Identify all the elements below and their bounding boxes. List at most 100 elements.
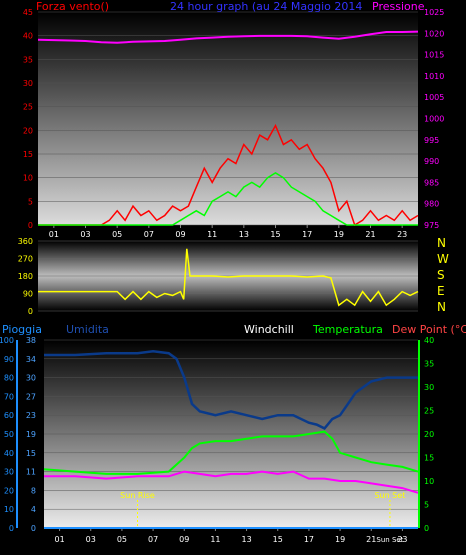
pressure-tick-label: 1010 <box>424 72 444 81</box>
temperature-label: Temperatura <box>312 323 383 336</box>
rain-axis-title: Pioggia <box>2 323 42 336</box>
x-tick-label: 11 <box>210 535 220 544</box>
pressure-tick-label: 975 <box>424 221 439 230</box>
rain-tick-label: 20 <box>4 486 14 495</box>
temperature-tick-label: 10 <box>424 477 434 486</box>
rain-tick-label: 70 <box>4 392 14 401</box>
sunset-label: Sun Set <box>374 491 405 500</box>
x-tick-label: 07 <box>148 535 158 544</box>
direction-tick-label: 180 <box>18 272 33 281</box>
pressure-axis-title: Pressione <box>372 0 425 13</box>
wind-force-tick-label: 0 <box>28 221 33 230</box>
x-tick-label: 09 <box>179 535 189 544</box>
top-panel-bg <box>38 12 418 225</box>
humidity-tick-label: 11 <box>26 468 36 477</box>
temperature-tick-label: 5 <box>424 501 429 510</box>
rain-tick-label: 40 <box>4 449 14 458</box>
humidity-tick-label: 4 <box>31 505 36 514</box>
pressure-tick-label: 1020 <box>424 29 444 38</box>
temperature-tick-label: 15 <box>424 454 434 463</box>
wind-force-tick-label: 15 <box>23 150 33 159</box>
humidity-line <box>44 350 418 430</box>
x-tick-label: 17 <box>302 230 312 239</box>
pressure-tick-label: 980 <box>424 200 439 209</box>
temperature-tick-label: 40 <box>424 336 434 345</box>
x-tick-label: 11 <box>207 230 217 239</box>
temperature-tick-label: 25 <box>424 407 434 416</box>
humidity-tick-label: 8 <box>31 486 36 495</box>
temperature-tick-label: 20 <box>424 430 434 439</box>
wind-force-tick-label: 10 <box>23 174 33 183</box>
compass-label: W <box>437 252 449 266</box>
direction-tick-label: 360 <box>18 237 33 246</box>
temperature-tick-label: 0 <box>424 524 429 533</box>
x-tick-label: 15 <box>273 535 283 544</box>
wind-force-tick-label: 35 <box>23 55 33 64</box>
humidity-axis-title: Umidita <box>66 323 109 336</box>
x-tick-label: 23 <box>397 230 407 239</box>
compass-label: S <box>437 268 445 282</box>
x-tick-label: 23 <box>397 535 407 544</box>
wind-force-tick-label: 30 <box>23 79 33 88</box>
windchill-label: Windchill <box>244 323 294 336</box>
rain-tick-label: 30 <box>4 468 14 477</box>
rain-tick-label: 0 <box>9 524 14 533</box>
temperature-tick-label: 35 <box>424 360 434 369</box>
chart-title: 24 hour graph (au 24 Maggio 2014 <box>170 0 362 13</box>
x-tick-label: 05 <box>112 230 122 239</box>
x-tick-label: 05 <box>117 535 127 544</box>
humidity-tick-label: 27 <box>26 392 36 401</box>
wind-force-axis-title: Forza vento() <box>36 0 109 13</box>
x-tick-label: 17 <box>304 535 314 544</box>
pressure-tick-label: 1000 <box>424 115 444 124</box>
humidity-tick-label: 34 <box>26 355 36 364</box>
pressure-tick-label: 1025 <box>424 8 444 17</box>
pressure-line <box>37 30 419 44</box>
humidity-tick-label: 38 <box>26 336 36 345</box>
temperature-line <box>43 430 419 475</box>
temperature-tick-label: 30 <box>424 383 434 392</box>
pressure-tick-label: 1015 <box>424 51 444 60</box>
rain-tick-label: 100 <box>0 336 14 345</box>
x-tick-label: 09 <box>175 230 185 239</box>
direction-tick-label: 0 <box>28 307 33 316</box>
rain-tick-label: 50 <box>4 430 14 439</box>
wind-force-tick-label: 5 <box>28 197 33 206</box>
rain-tick-label: 90 <box>4 355 14 364</box>
pressure-tick-label: 1005 <box>424 93 444 102</box>
x-tick-label: 19 <box>335 535 345 544</box>
direction-tick-label: 270 <box>18 255 33 264</box>
wind-direction-line <box>38 248 419 307</box>
x-tick-label: 15 <box>270 230 280 239</box>
wind-force-tick-label: 20 <box>23 126 33 135</box>
wind-force-tick-label: 45 <box>23 8 33 17</box>
rain-tick-label: 10 <box>4 505 14 514</box>
humidity-tick-label: 30 <box>26 374 36 383</box>
x-tick-label: 13 <box>241 535 251 544</box>
humidity-tick-label: 23 <box>26 411 36 420</box>
humidity-tick-label: 15 <box>26 449 36 458</box>
sunrise-label: Sun Rise <box>120 491 155 500</box>
wind-gust-line <box>38 123 419 227</box>
compass-label: N <box>437 236 446 250</box>
humidity-tick-label: 0 <box>31 524 36 533</box>
x-tick-label: 19 <box>334 230 344 239</box>
x-tick-label: 13 <box>239 230 249 239</box>
wind-force-tick-label: 25 <box>23 103 33 112</box>
rain-tick-label: 80 <box>4 374 14 383</box>
direction-tick-label: 90 <box>23 290 33 299</box>
compass-label: N <box>437 300 446 314</box>
x-tick-label: 21 <box>366 535 376 544</box>
dewpoint-label: Dew Point (°C) <box>392 323 466 336</box>
x-tick-label: 01 <box>49 230 59 239</box>
x-tick-label: 07 <box>144 230 154 239</box>
wind-average-line <box>38 172 418 226</box>
pressure-tick-label: 985 <box>424 178 439 187</box>
compass-label: E <box>437 284 445 298</box>
sunset-x-label: Sun Set <box>376 536 403 544</box>
x-tick-label: 03 <box>80 230 90 239</box>
pressure-tick-label: 995 <box>424 136 439 145</box>
x-tick-label: 01 <box>54 535 64 544</box>
dewpoint-line <box>44 470 419 494</box>
